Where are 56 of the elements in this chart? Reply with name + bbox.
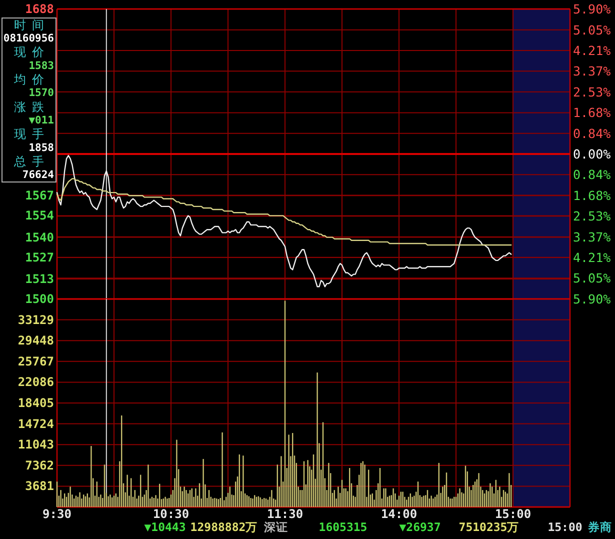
x-tick-label: 9:30 — [42, 507, 72, 521]
y-tick-label: 18405 — [18, 396, 54, 410]
y-tick-label: 11043 — [18, 438, 54, 452]
text: 深证 — [263, 520, 288, 534]
text: 1605315 — [318, 520, 368, 534]
text: 1570 — [28, 87, 54, 100]
y-tick-label: 7362 — [25, 458, 54, 472]
y-tick-label: 1554 — [25, 208, 54, 223]
y2-tick-label: 4.21% — [573, 43, 612, 58]
y2-tick-label: 5.90% — [573, 292, 612, 306]
text: 7510235万 — [458, 520, 520, 534]
y2-tick-label: 1.68% — [573, 188, 612, 203]
text: ▼26937 — [399, 520, 441, 534]
y-tick-label: 1688 — [25, 2, 54, 16]
x-tick-label: 11:30 — [266, 507, 304, 521]
text: 总手 — [13, 154, 50, 168]
y2-tick-label: 2.53% — [573, 84, 612, 100]
text: 76624 — [22, 169, 54, 182]
text: ▼10443 — [144, 520, 186, 534]
y2-tick-label: 0.84% — [573, 126, 612, 141]
y-tick-label: 25767 — [18, 354, 54, 368]
y-tick-label: 14724 — [18, 416, 54, 431]
text: 均价 — [13, 72, 50, 86]
y2-tick-label: 1.68% — [573, 105, 612, 120]
y2-tick-label: 0.84% — [573, 167, 612, 182]
text: 时间 — [14, 18, 50, 32]
y-tick-label: 1540 — [25, 230, 54, 244]
y2-tick-label: 5.90% — [573, 2, 612, 16]
y2-tick-label: 5.05% — [573, 270, 612, 286]
text: 08160956 — [3, 32, 54, 44]
text: 12988882万 — [190, 520, 258, 534]
y-tick-label: 22086 — [18, 375, 54, 390]
y-tick-label: 1527 — [25, 250, 54, 264]
text: 现手 — [14, 127, 50, 142]
text: 15:00 — [548, 520, 582, 534]
y2-tick-label: 0.00% — [573, 146, 612, 162]
y2-tick-label: 3.37% — [573, 64, 612, 79]
text: ▼011 — [28, 114, 54, 126]
text: 1858 — [28, 142, 54, 154]
y-tick-label: 29448 — [18, 334, 54, 348]
y2-tick-label: 5.05% — [573, 22, 612, 38]
y-tick-label: 1500 — [25, 292, 54, 306]
text: 现价 — [14, 45, 50, 60]
y-tick-label: 1567 — [25, 188, 54, 203]
y-tick-label: 33129 — [18, 312, 54, 327]
x-tick-label: 14:00 — [380, 507, 418, 521]
text: 1583 — [28, 60, 54, 72]
y2-tick-label: 4.21% — [573, 250, 612, 265]
text: 券商 — [587, 520, 612, 534]
text: 涨跌 — [14, 100, 50, 114]
y2-tick-label: 3.37% — [573, 229, 612, 244]
x-tick-label: 15:00 — [494, 507, 532, 521]
y-tick-label: 3681 — [25, 479, 54, 494]
x-tick-label: 10:30 — [152, 507, 190, 521]
y2-tick-label: 2.53% — [573, 208, 612, 224]
y-tick-label: 1513 — [25, 272, 54, 286]
